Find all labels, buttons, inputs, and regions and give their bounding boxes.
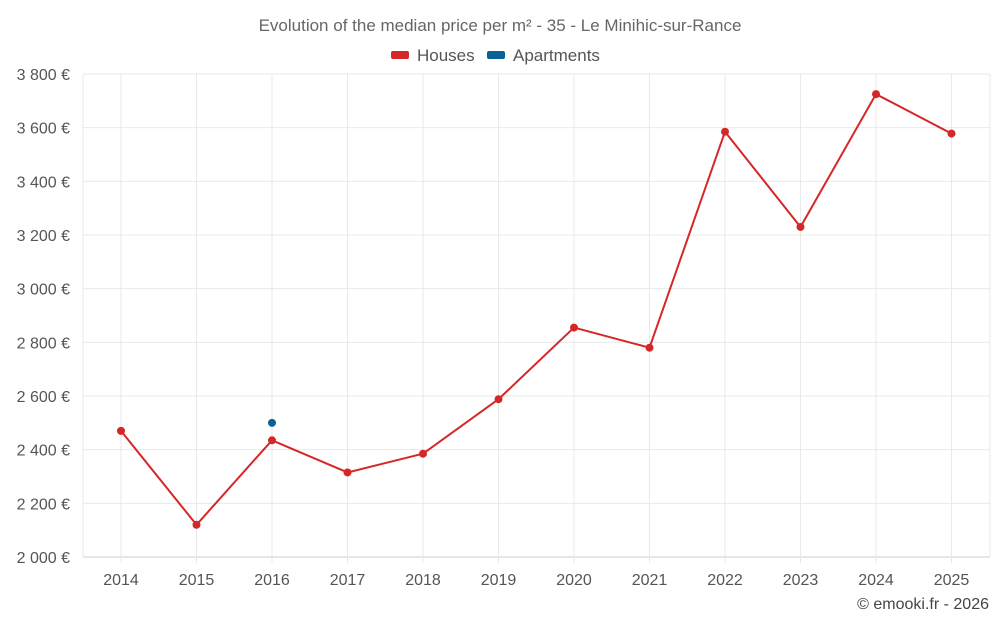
credit-text: © emooki.fr - 2026 [857,596,989,613]
x-tick-label: 2025 [934,572,970,589]
data-point-houses[interactable] [268,436,276,445]
x-tick-label: 2020 [556,572,592,589]
y-tick-label: 3 400 € [17,174,70,191]
data-point-houses[interactable] [192,520,201,529]
y-tick-label: 2 600 € [17,389,70,406]
x-tick-label: 2019 [481,572,517,589]
data-point-houses[interactable] [947,129,956,138]
x-tick-label: 2022 [707,572,743,589]
x-tick-label: 2018 [405,572,441,589]
data-point-houses[interactable] [570,323,578,332]
y-tick-label: 3 800 € [17,67,70,84]
data-point-houses[interactable] [419,449,427,458]
plot-area [117,90,956,529]
x-axis: 2014 2015 2016 2017 2018 2019 2020 2021 2022 2023… [103,572,969,589]
legend-swatch-houses [391,51,409,59]
x-tick-label: 2015 [179,572,215,589]
data-point-houses[interactable] [796,222,805,231]
legend-label-houses: Houses [417,46,475,65]
data-point-apartments[interactable] [268,418,276,427]
legend[interactable]: Houses Apartments [391,46,600,65]
series-line-houses [120,93,952,526]
y-tick-label: 3 600 € [17,121,70,138]
y-tick-label: 3 000 € [17,282,70,299]
x-tick-label: 2014 [103,572,139,589]
x-tick-label: 2016 [254,572,290,589]
y-tick-label: 2 400 € [17,443,70,460]
y-tick-label: 2 200 € [17,496,70,513]
legend-swatch-apartments [487,51,505,59]
y-axis: 2 000 € 2 200 € 2 400 € 2 600 € 2 800 € 3 000… [17,67,70,567]
legend-item-houses[interactable]: Houses [391,46,475,65]
data-point-houses[interactable] [872,90,880,99]
x-tick-label: 2024 [858,572,894,589]
grid [82,73,991,563]
x-tick-label: 2023 [783,572,819,589]
x-tick-label: 2021 [632,572,668,589]
x-tick-label: 2017 [330,572,366,589]
legend-label-apartments: Apartments [513,46,600,65]
data-point-houses[interactable] [721,127,729,136]
data-point-houses[interactable] [494,395,503,404]
data-point-houses[interactable] [343,468,352,477]
y-tick-label: 3 200 € [17,228,70,245]
data-point-houses[interactable] [645,343,654,352]
data-point-houses[interactable] [117,426,125,435]
y-tick-label: 2 000 € [17,550,70,567]
chart-title: Evolution of the median price per m² - 3… [259,16,742,35]
legend-item-apartments[interactable]: Apartments [487,46,600,65]
y-tick-label: 2 800 € [17,335,70,352]
